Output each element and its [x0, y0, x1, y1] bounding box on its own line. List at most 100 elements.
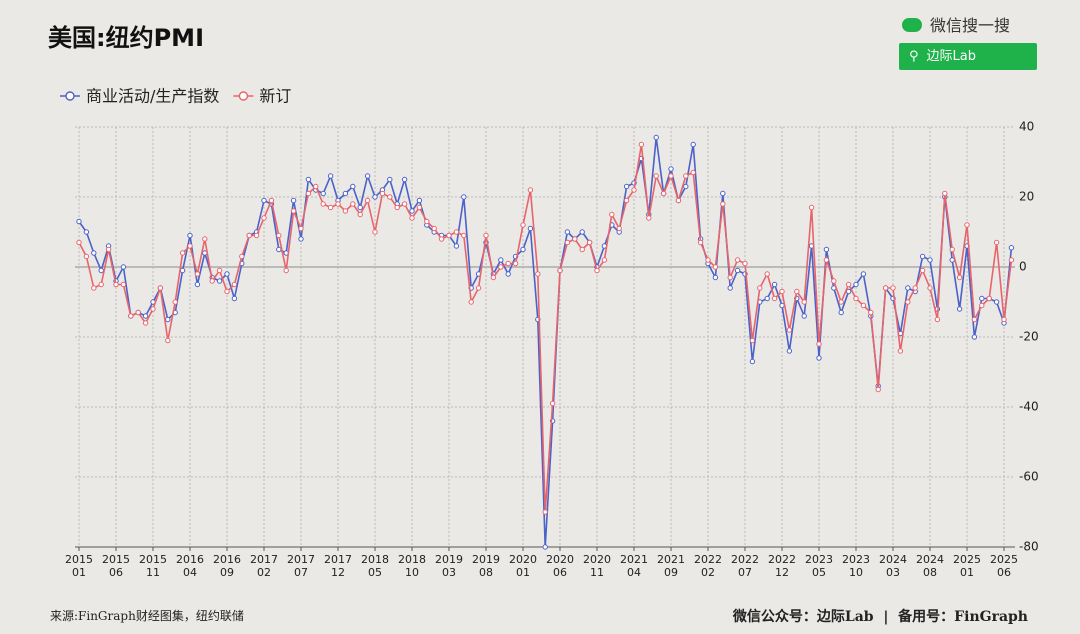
- point: [179, 267, 186, 274]
- point: [919, 253, 926, 260]
- point: [409, 215, 415, 221]
- legend-marker: [65, 91, 75, 101]
- point: [401, 201, 408, 207]
- point: [1008, 245, 1015, 251]
- point: [668, 166, 674, 172]
- point: [372, 194, 378, 200]
- point: [905, 285, 911, 291]
- point: [505, 271, 511, 277]
- point: [794, 288, 800, 295]
- point: [771, 295, 778, 302]
- point: [586, 239, 593, 246]
- credit-note: 微信公众号：边际Lab | 备用号：FinGraph: [732, 609, 1028, 625]
- point: [105, 246, 112, 253]
- point: [505, 260, 511, 267]
- point: [1001, 316, 1007, 323]
- point: [142, 320, 149, 326]
- x-tick-label: 2020 11: [583, 553, 611, 579]
- x-tick-label: 2015 11: [139, 553, 167, 579]
- point: [705, 257, 711, 263]
- point: [194, 271, 201, 277]
- point: [786, 327, 793, 333]
- point: [927, 257, 933, 263]
- point: [609, 211, 615, 218]
- x-tick-label: 2017 12: [324, 553, 352, 579]
- point: [512, 260, 519, 267]
- point: [187, 232, 193, 239]
- point: [527, 225, 534, 232]
- point: [187, 243, 193, 249]
- search-button[interactable]: ⚲ 边际Lab: [899, 43, 1037, 70]
- point: [816, 355, 822, 361]
- point: [979, 302, 985, 309]
- point: [653, 134, 659, 141]
- point: [483, 232, 489, 239]
- point: [283, 267, 289, 274]
- point: [905, 299, 911, 305]
- point: [808, 204, 815, 211]
- point: [194, 281, 201, 288]
- point: [350, 183, 356, 190]
- search-text: 微信搜一搜: [930, 16, 1011, 35]
- x-tick-label: 2022 02: [694, 553, 722, 579]
- point: [498, 264, 504, 270]
- point: [1008, 257, 1015, 263]
- point: [838, 299, 844, 305]
- legend-label: 商业活动/生产指数: [86, 87, 219, 106]
- point: [438, 236, 445, 242]
- y-tick-label: 20: [1019, 190, 1034, 204]
- legend-item: 商业活动/生产指数: [60, 87, 219, 106]
- point: [986, 295, 992, 302]
- point: [91, 285, 97, 291]
- search-label: 微信搜一搜: [902, 12, 1010, 36]
- point: [564, 239, 571, 246]
- point: [868, 309, 874, 316]
- x-tick-label: 2021 09: [657, 553, 685, 579]
- point: [98, 267, 104, 274]
- point: [209, 278, 215, 284]
- point: [616, 225, 622, 232]
- y-tick-label: -80: [1019, 540, 1039, 554]
- point: [179, 250, 186, 256]
- point: [290, 208, 297, 214]
- point: [83, 229, 90, 235]
- point: [979, 295, 985, 302]
- point: [631, 187, 637, 193]
- point: [831, 278, 837, 284]
- point: [912, 285, 918, 291]
- point: [157, 285, 164, 291]
- point: [771, 281, 778, 288]
- x-tick-label: 2017 07: [287, 553, 315, 579]
- point: [372, 229, 378, 235]
- point: [520, 222, 526, 228]
- point: [490, 274, 497, 281]
- point: [416, 197, 423, 204]
- point: [845, 281, 852, 288]
- point: [860, 271, 867, 277]
- series-line: [78, 144, 1013, 513]
- point: [253, 232, 260, 239]
- x-tick-label: 2016 04: [176, 553, 204, 579]
- point: [683, 183, 689, 190]
- y-tick-label: -40: [1019, 400, 1039, 414]
- point: [305, 190, 312, 197]
- point: [342, 190, 349, 197]
- point: [653, 173, 659, 179]
- point: [853, 281, 859, 288]
- point: [579, 246, 585, 253]
- point: [424, 218, 430, 225]
- point: [394, 204, 400, 211]
- point: [749, 358, 756, 365]
- x-tick-label: 2019 03: [435, 553, 463, 579]
- point: [623, 183, 630, 190]
- x-tick-label: 2022 07: [731, 553, 759, 579]
- point: [579, 229, 585, 235]
- point: [934, 316, 941, 323]
- point: [757, 285, 763, 291]
- y-tick-label: -60: [1019, 470, 1039, 484]
- y-tick-label: 0: [1019, 260, 1027, 274]
- x-tick-label: 2023 10: [842, 553, 870, 579]
- point: [468, 299, 474, 305]
- point: [387, 194, 393, 200]
- point: [327, 204, 334, 211]
